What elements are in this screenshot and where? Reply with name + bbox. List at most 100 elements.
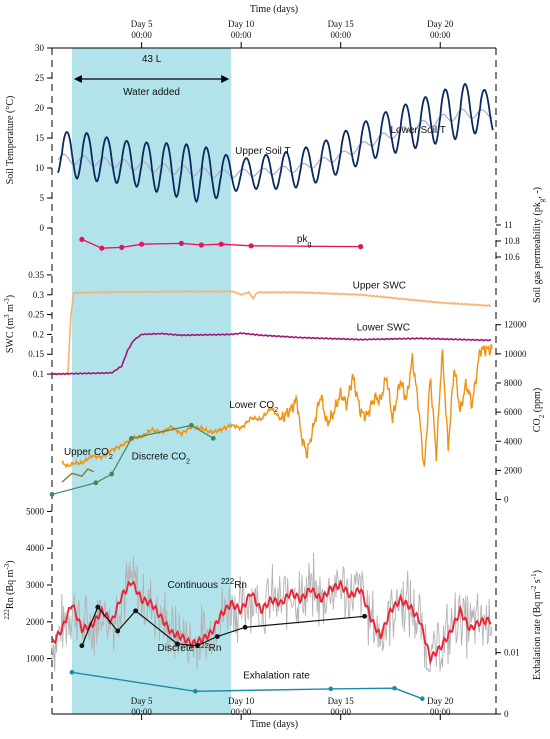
series-layer	[49, 82, 494, 701]
permeability-axis-title: Soil gas permeability (pkg, -)	[532, 187, 546, 303]
discrete-co2-label: Discrete CO2	[132, 451, 190, 465]
y-tick-label: 25	[35, 73, 45, 83]
water-volume-label: 43 L	[142, 54, 162, 65]
y-tick-label: 8000	[504, 378, 523, 388]
exhalation-point	[392, 685, 397, 691]
y-tick-label: 2000	[26, 617, 45, 627]
discrete-co2-point	[210, 435, 216, 441]
raw-radon-layer	[51, 552, 493, 672]
pkg-point	[218, 241, 224, 247]
continuous-radon-line	[51, 579, 492, 666]
bottom-tick-time-label: 00:00	[430, 707, 451, 717]
pkg-point	[358, 244, 364, 250]
pkg-label: pkg	[297, 234, 312, 248]
discrete-co2-point	[109, 471, 115, 477]
discrete-radon-point	[79, 643, 85, 649]
bottom-axis-title: Time (days)	[250, 719, 298, 730]
y-tick-label: 1000	[26, 654, 45, 664]
discrete-radon-point	[362, 613, 367, 619]
bottom-tick-time-label: 00:00	[330, 707, 351, 717]
discrete-co2-line	[51, 424, 214, 495]
bottom-tick-day-label: Day 20	[427, 696, 454, 706]
arrow-left-head	[73, 75, 82, 83]
y-tick-label: 2000	[504, 465, 523, 475]
top-tick-time-label: 00:00	[131, 30, 152, 40]
exhalation-point	[328, 686, 334, 692]
exhalation-point	[69, 669, 75, 675]
raw-radon-line	[51, 552, 493, 672]
bottom-tick-time-label: 00:00	[131, 707, 152, 717]
bottom-tick-time-label: 00:00	[231, 707, 252, 717]
upper-swc-line	[51, 289, 491, 377]
top-tick-day-label: Day 15	[328, 19, 355, 29]
y-tick-label: 4000	[504, 436, 523, 446]
top-tick-day-label: Day 20	[427, 19, 454, 29]
y-tick-label: 0.35	[28, 270, 44, 280]
discrete-radon-point	[242, 624, 248, 630]
upper-swc-label: Upper SWC	[353, 280, 406, 291]
figure-frame	[51, 47, 497, 715]
top-tick-day-label: Day 5	[131, 19, 153, 29]
co2-axis-title: CO2 (ppm)	[532, 388, 546, 432]
discrete-radon-label: Discrete 222Rn	[158, 643, 222, 655]
swc-axis-title: SWC (m3 m-3)	[3, 295, 16, 353]
y-tick-label: 0.01	[504, 648, 520, 658]
discrete-radon-point	[214, 634, 220, 639]
y-tick-label: 5	[40, 193, 45, 203]
pkg-point	[198, 242, 204, 248]
y-tick-label: 10000	[504, 349, 527, 359]
continuous-radon-label: Continuous 222Rn	[167, 576, 247, 591]
y-tick-label: 3000	[26, 580, 45, 590]
pkg-point	[138, 241, 145, 247]
y-tick-label: 15	[35, 133, 45, 143]
y-tick-label: 0.2	[33, 329, 44, 339]
discrete-co2-point	[49, 492, 55, 497]
upper-co2-line	[61, 468, 95, 483]
radon-axis-title: 222Rn (Bq m-3)	[3, 560, 16, 619]
discrete-radon-point	[115, 628, 121, 634]
y-tick-label: 10.6	[504, 252, 520, 262]
lower-soil-t-label: Lower Soil T	[390, 125, 445, 136]
y-tick-label: 10.8	[504, 236, 520, 246]
top-axis-title: Time (days)	[250, 4, 298, 15]
lower-swc-line	[51, 332, 492, 376]
y-tick-label: 0	[504, 709, 509, 719]
upper-soil-t-line	[57, 82, 494, 204]
pkg-point	[79, 236, 85, 242]
water-added-label: Water added	[123, 87, 180, 98]
top-tick-time-label: 00:00	[330, 30, 351, 40]
bottom-tick-day-label: Day 15	[328, 696, 355, 706]
y-tick-label: 0.1	[33, 369, 44, 379]
y-tick-label: 5000	[26, 506, 45, 516]
y-tick-label: 11	[504, 220, 513, 230]
y-tick-label: 12000	[504, 320, 527, 330]
bottom-tick-day-label: Day 10	[228, 696, 255, 706]
y-tick-label: 20	[35, 103, 45, 113]
y-tick-label: 0.3	[33, 290, 45, 300]
pkg-point	[119, 244, 125, 250]
discrete-co2-point	[188, 422, 194, 428]
discrete-radon-point	[175, 641, 180, 647]
exhalation-point	[193, 689, 198, 694]
upper-soil-t-label: Upper Soil T	[235, 146, 290, 157]
y-tick-label: 0	[504, 495, 509, 505]
exhalation-rate-label: Exhalation rate	[243, 670, 310, 681]
lower-co2-label: Lower CO2	[229, 400, 278, 414]
y-tick-label: 0	[40, 223, 45, 233]
discrete-co2-point	[93, 480, 99, 486]
y-tick-label: 30	[35, 43, 45, 53]
top-tick-day-label: Day 10	[228, 19, 255, 29]
pkg-point	[248, 243, 254, 249]
exhalation-point	[420, 696, 425, 701]
upper-co2-label: Upper CO2	[64, 447, 113, 461]
y-tick-label: 0.25	[28, 310, 44, 320]
lower-swc-label: Lower SWC	[357, 322, 410, 333]
y-tick-label: 4000	[26, 543, 45, 553]
y-tick-label: 10	[35, 163, 45, 173]
discrete-radon-point	[194, 643, 200, 649]
discrete-co2-point	[129, 435, 135, 441]
exhalation-axis-title: Exhalation rate (Bq m-2 s-1)	[530, 570, 543, 680]
